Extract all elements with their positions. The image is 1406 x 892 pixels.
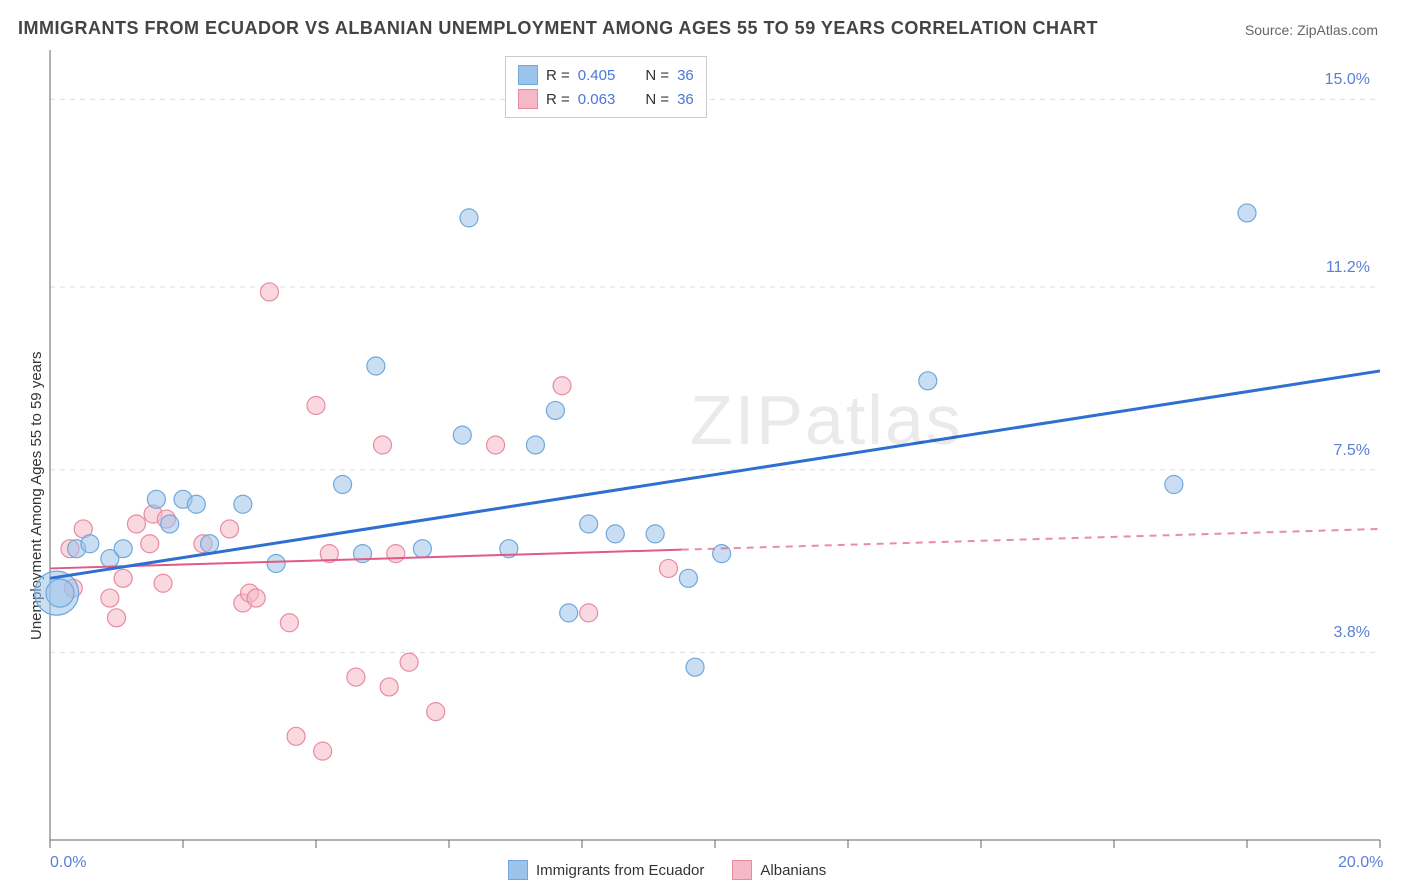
legend-swatch (518, 89, 538, 109)
y-tick-label: 7.5% (1334, 442, 1370, 460)
legend-series-item: Albanians (732, 860, 826, 880)
legend-correlation: R = 0.405 N = 36 R = 0.063 N = 36 (505, 56, 707, 118)
plot-area (50, 50, 1380, 840)
legend-swatch (508, 860, 528, 880)
legend-series-label: Albanians (760, 862, 826, 879)
chart-container: IMMIGRANTS FROM ECUADOR VS ALBANIAN UNEM… (0, 0, 1406, 892)
r-value: 0.405 (578, 67, 616, 84)
y-tick-label: 15.0% (1325, 71, 1370, 89)
legend-swatch (732, 860, 752, 880)
source-label: Source: ZipAtlas.com (1245, 22, 1378, 38)
n-label: N = (645, 67, 669, 84)
legend-series-item: Immigrants from Ecuador (508, 860, 704, 880)
n-value: 36 (677, 67, 694, 84)
r-value: 0.063 (578, 91, 616, 108)
x-tick-label: 20.0% (1338, 854, 1383, 872)
y-tick-label: 3.8% (1334, 624, 1370, 642)
n-value: 36 (677, 91, 694, 108)
scatter-svg (50, 50, 1380, 840)
n-label: N = (645, 91, 669, 108)
legend-swatch (518, 65, 538, 85)
r-label: R = (546, 91, 570, 108)
r-label: R = (546, 67, 570, 84)
x-tick-label: 0.0% (50, 854, 86, 872)
legend-series-label: Immigrants from Ecuador (536, 862, 704, 879)
y-tick-label: 11.2% (1326, 259, 1370, 277)
legend-series: Immigrants from Ecuador Albanians (508, 860, 826, 880)
legend-correlation-row: R = 0.063 N = 36 (518, 87, 694, 111)
legend-correlation-row: R = 0.405 N = 36 (518, 63, 694, 87)
chart-title: IMMIGRANTS FROM ECUADOR VS ALBANIAN UNEM… (18, 18, 1098, 39)
